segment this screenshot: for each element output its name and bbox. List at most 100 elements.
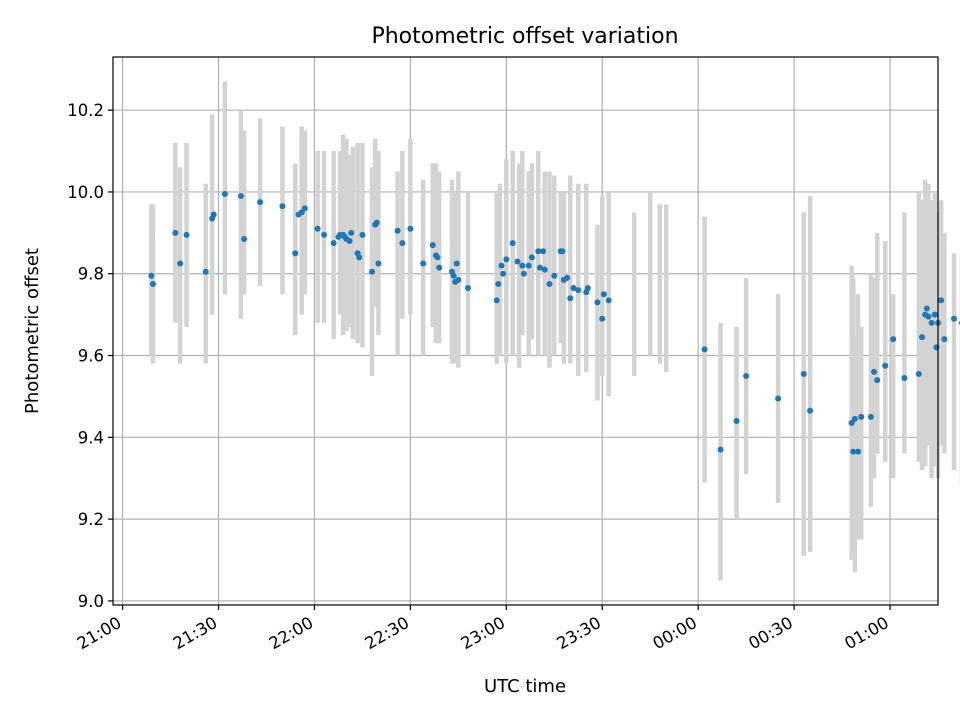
- data-point: [148, 272, 155, 279]
- data-point: [436, 264, 443, 271]
- data-point: [301, 205, 308, 212]
- data-point: [149, 280, 156, 287]
- data-point: [237, 193, 244, 200]
- data-point: [520, 270, 527, 277]
- data-point: [584, 285, 591, 292]
- data-point: [851, 415, 858, 422]
- data-point: [540, 248, 547, 255]
- data-point: [503, 256, 510, 263]
- data-point: [848, 420, 855, 427]
- data-point: [931, 311, 938, 318]
- x-axis-label: UTC time: [484, 676, 566, 697]
- data-point: [559, 248, 566, 255]
- data-point: [874, 377, 881, 384]
- data-point: [570, 285, 577, 292]
- y-axis-label: Photometric offset: [22, 248, 43, 414]
- data-point: [525, 262, 532, 269]
- data-point: [717, 446, 724, 453]
- data-point: [551, 272, 558, 279]
- data-point: [210, 211, 217, 218]
- data-point: [594, 299, 601, 306]
- data-point: [605, 297, 612, 304]
- data-point: [464, 285, 471, 292]
- x-tick-label: 00:30: [745, 613, 796, 653]
- x-tick-label: 21:00: [74, 613, 125, 653]
- grid-lines: [113, 57, 938, 605]
- data-point: [375, 260, 382, 267]
- data-point: [292, 250, 299, 257]
- data-point: [257, 199, 264, 206]
- data-point: [575, 287, 582, 294]
- x-tick-label: 00:00: [649, 613, 700, 653]
- data-point: [925, 313, 932, 320]
- data-point: [743, 372, 750, 379]
- data-point: [455, 276, 462, 283]
- data-point: [546, 280, 553, 287]
- x-axis-ticks: 21:00 21:30 22:00 22:30 23:00 23:30 00:00 00:30…: [74, 605, 892, 653]
- errorbars: [149, 81, 960, 581]
- data-point: [901, 375, 908, 382]
- data-point: [500, 270, 507, 277]
- data-point: [858, 413, 865, 420]
- data-point: [950, 315, 957, 322]
- data-point: [407, 225, 414, 232]
- data-point: [915, 370, 922, 377]
- data-point: [528, 254, 535, 261]
- data-point: [850, 448, 857, 455]
- x-tick-label: 23:00: [458, 613, 509, 653]
- data-point: [775, 395, 782, 402]
- data-point: [495, 280, 502, 287]
- data-point: [394, 227, 401, 234]
- y-tick-label: 9.2: [78, 510, 104, 529]
- y-tick-label: 10.2: [67, 101, 104, 120]
- data-point: [321, 231, 328, 238]
- data-point: [890, 336, 897, 343]
- data-point: [733, 417, 740, 424]
- data-point: [183, 231, 190, 238]
- data-point: [298, 209, 305, 216]
- data-point: [346, 238, 353, 245]
- data-point: [567, 295, 574, 302]
- data-point: [434, 254, 441, 261]
- data-point: [701, 346, 708, 353]
- data-point: [453, 260, 460, 267]
- y-tick-label: 9.8: [78, 265, 104, 284]
- data-points: [148, 191, 960, 455]
- data-point: [855, 448, 862, 455]
- x-tick-label: 22:00: [266, 613, 317, 653]
- x-tick-label: 23:30: [554, 613, 605, 653]
- data-point: [450, 272, 457, 279]
- data-point: [919, 334, 926, 341]
- y-tick-label: 9.6: [78, 347, 104, 366]
- data-point: [330, 240, 337, 247]
- data-point: [177, 260, 184, 267]
- x-tick-label: 21:30: [170, 613, 221, 653]
- data-point: [369, 268, 376, 275]
- data-point: [871, 368, 878, 375]
- data-point: [941, 336, 948, 343]
- data-point: [599, 315, 606, 322]
- data-point: [519, 262, 526, 269]
- y-tick-label: 9.0: [78, 592, 104, 611]
- data-point: [923, 305, 930, 312]
- data-point: [536, 264, 543, 271]
- y-tick-label: 9.4: [78, 428, 104, 447]
- data-point: [498, 262, 505, 269]
- plot-frame: [112, 56, 939, 606]
- data-point: [172, 229, 179, 236]
- data-point: [373, 219, 380, 226]
- data-point: [509, 240, 516, 247]
- data-point: [429, 242, 436, 249]
- data-point: [600, 291, 607, 298]
- data-point: [564, 274, 571, 281]
- data-point: [314, 225, 321, 232]
- data-point: [279, 203, 286, 210]
- data-point: [535, 248, 542, 255]
- data-point: [867, 413, 874, 420]
- data-point: [202, 268, 209, 275]
- data-point: [541, 266, 548, 273]
- data-point: [420, 260, 427, 267]
- y-tick-label: 10.0: [67, 183, 104, 202]
- data-point: [882, 362, 889, 369]
